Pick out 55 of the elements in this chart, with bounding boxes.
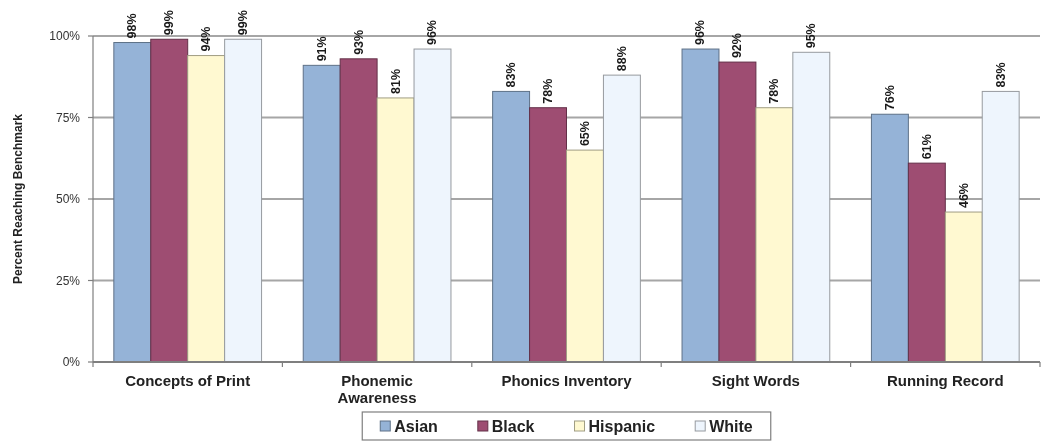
data-label: 88%: [614, 46, 629, 72]
bar: [187, 55, 226, 363]
y-tick-label: 0%: [62, 355, 81, 369]
data-label: 92%: [730, 33, 745, 59]
bar: [944, 211, 983, 363]
bar: [150, 38, 189, 363]
y-tick-label: 75%: [55, 110, 81, 125]
x-tick-label: Phonics Inventory: [501, 372, 633, 389]
y-axis-title: Percent Reaching Benchmark: [11, 113, 25, 285]
bar: [492, 90, 531, 363]
data-label: 99%: [236, 10, 251, 36]
bar: [870, 113, 909, 363]
data-label: 83%: [993, 62, 1008, 88]
x-tick-label: Running Record: [886, 372, 1004, 389]
data-label: 96%: [425, 20, 440, 46]
data-label: 94%: [199, 26, 214, 52]
data-label: 91%: [314, 36, 329, 62]
bar: [907, 162, 946, 363]
bar: [224, 38, 263, 363]
bar: [376, 97, 415, 363]
data-label: 95%: [804, 23, 819, 49]
bar: [339, 58, 378, 363]
x-tick-label: Concepts of Print: [125, 372, 251, 389]
data-label: 98%: [125, 13, 140, 39]
bar: [529, 107, 567, 363]
bar: [413, 48, 452, 363]
y-tick-label: 100%: [49, 29, 81, 43]
bar: [113, 42, 152, 363]
bar: [718, 61, 757, 363]
x-tick-label: Sight Words: [711, 372, 800, 389]
bar: [681, 48, 720, 363]
bar: [566, 149, 604, 363]
legend-label: Black: [491, 417, 535, 435]
data-label: 78%: [541, 78, 556, 104]
data-label: 61%: [919, 134, 934, 160]
bar: [755, 107, 794, 363]
data-label: 46%: [956, 183, 971, 209]
data-label: 99%: [162, 10, 177, 36]
data-label: 65%: [577, 121, 592, 147]
data-label: 78%: [767, 78, 782, 104]
bar: [981, 90, 1020, 363]
y-tick-label: 50%: [55, 192, 81, 206]
data-label: 96%: [693, 20, 708, 46]
bar: [602, 74, 641, 363]
legend-label: Hispanic: [588, 417, 656, 435]
legend-label: White: [709, 417, 753, 435]
data-label: 81%: [388, 68, 403, 94]
data-label: 83%: [504, 62, 519, 88]
data-label: 76%: [882, 85, 897, 111]
bar: [792, 51, 831, 363]
data-label: 93%: [351, 29, 366, 55]
y-tick-label: 25%: [55, 273, 81, 288]
x-tick-label: Phonemic Awareness: [337, 372, 417, 406]
legend-label: Asian: [394, 417, 438, 435]
bar: [302, 64, 341, 363]
